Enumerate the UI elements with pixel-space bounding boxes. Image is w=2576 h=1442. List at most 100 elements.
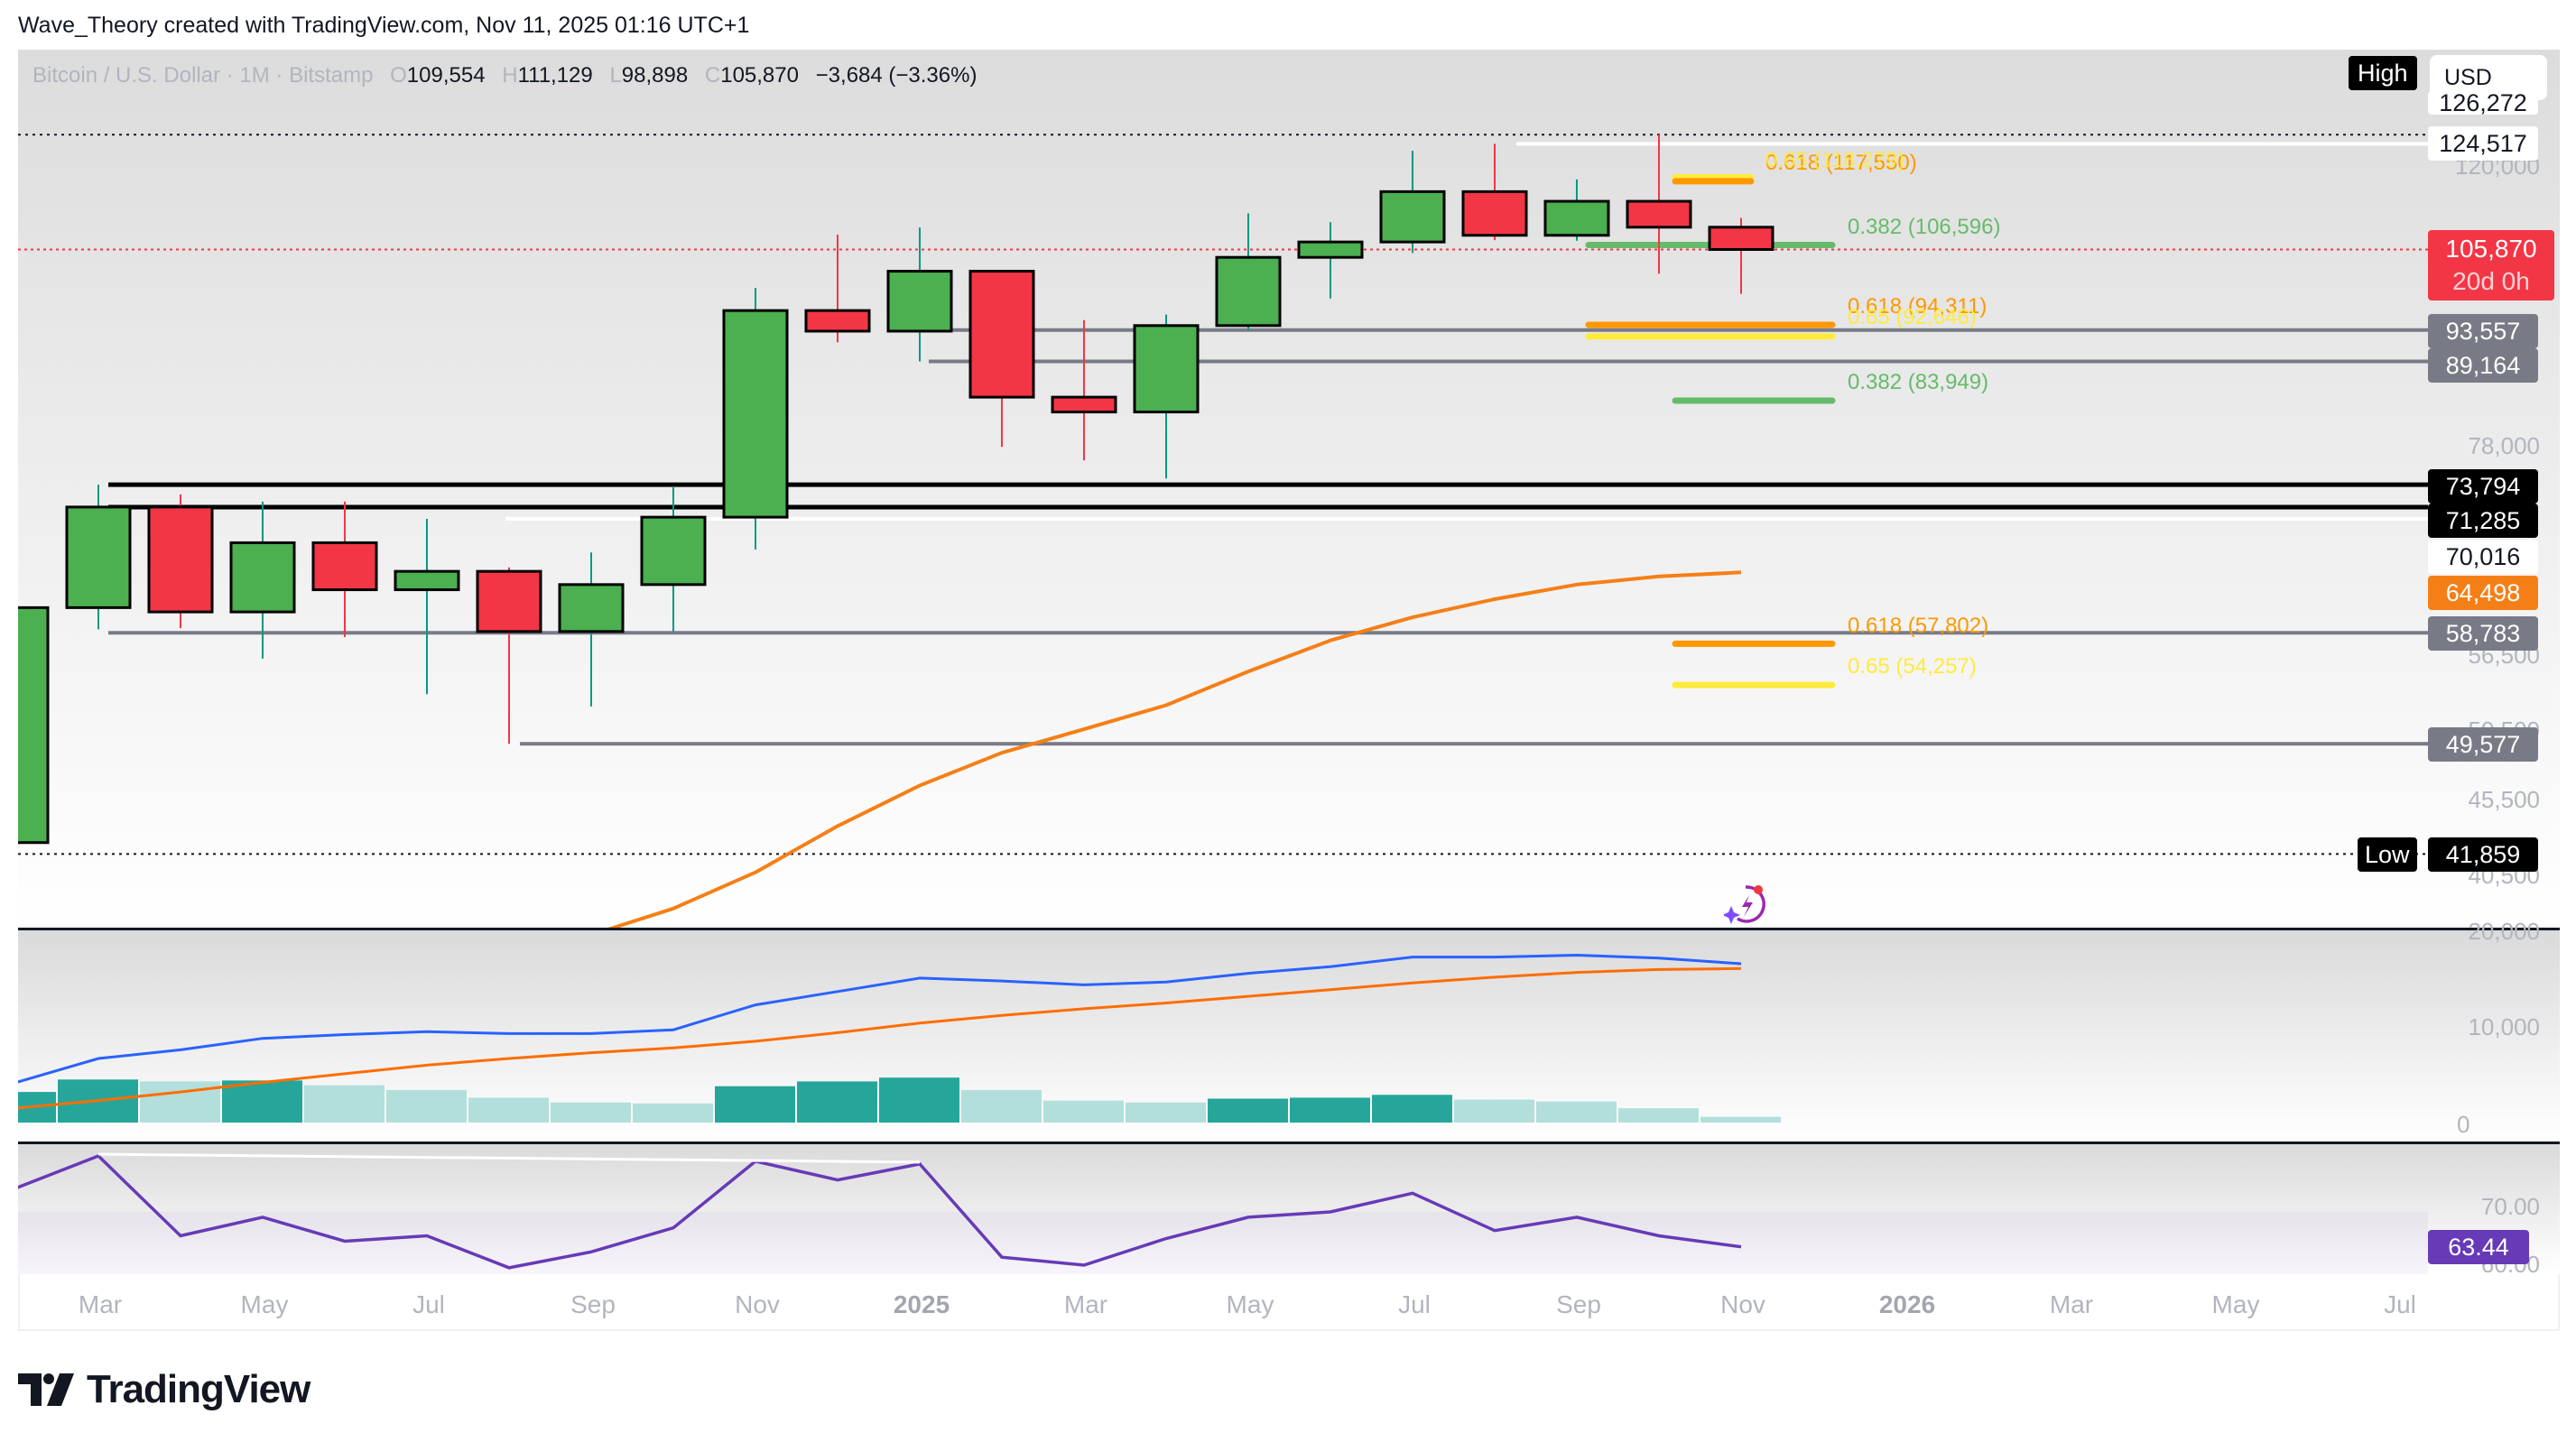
tick-0: 0 xyxy=(2457,1111,2470,1138)
ema-price-label: 64,498 xyxy=(2428,576,2538,610)
candle[interactable] xyxy=(65,485,132,630)
macd-histogram-bar xyxy=(222,1080,302,1123)
price-label-89164: 89,164 xyxy=(2428,348,2538,383)
fib-label-065-lower: 0.65 (54,257) xyxy=(1848,654,1977,679)
macd-histogram-bar xyxy=(633,1103,713,1123)
candle[interactable] xyxy=(968,270,1035,448)
high-marker-button[interactable]: High xyxy=(2349,56,2417,90)
macd-axis[interactable]: 20,000 10,000 0 xyxy=(2428,918,2560,1142)
candle[interactable] xyxy=(1133,314,1200,479)
macd-line[interactable] xyxy=(18,953,1742,1084)
macd-histogram-bar xyxy=(1618,1108,1699,1123)
main-price-pane[interactable]: Bitcoin / U.S. Dollar · 1M · Bitstamp O1… xyxy=(18,50,2428,928)
macd-histogram-bar xyxy=(961,1089,1042,1123)
lightning-spark-icon[interactable] xyxy=(1724,883,1767,926)
macd-histogram-bar xyxy=(1700,1116,1781,1123)
time-label-may: May xyxy=(2211,1290,2260,1318)
macd-histogram-bar xyxy=(1208,1098,1288,1123)
candle[interactable] xyxy=(1051,319,1117,461)
chart-caption: Wave_Theory created with TradingView.com… xyxy=(18,13,750,38)
macd-chart-canvas[interactable] xyxy=(18,928,2428,1142)
time-label-2026: 2026 xyxy=(1878,1290,1936,1318)
macd-histogram-bar xyxy=(1290,1097,1370,1123)
candle[interactable] xyxy=(1543,179,1610,241)
price-label-low: 41,859 xyxy=(2428,837,2538,872)
tick-20000: 20,000 xyxy=(2468,918,2540,945)
last-price-value: 105,870 xyxy=(2445,235,2537,263)
macd-histogram-bar xyxy=(304,1085,385,1123)
macd-histogram-bar xyxy=(551,1102,631,1123)
candle[interactable] xyxy=(1297,222,1364,299)
price-label-58783: 58,783 xyxy=(2428,616,2538,651)
high-label: H xyxy=(502,63,518,88)
low-marker-button[interactable]: Low xyxy=(2358,837,2417,872)
fib-label-0618-lower: 0.618 (57,802) xyxy=(1848,614,1989,638)
time-axis[interactable]: Mar May Jul Sep Nov 2025 Mar May Jul Sep Nov 2026 Ma… xyxy=(18,1274,2560,1331)
candle[interactable] xyxy=(1461,143,1528,241)
macd-histogram-bar xyxy=(715,1086,795,1123)
candle[interactable] xyxy=(1626,134,1692,274)
candle[interactable] xyxy=(804,235,871,343)
symbol-legend: Bitcoin / U.S. Dollar · 1M · Bitstamp O1… xyxy=(32,63,977,88)
candle[interactable] xyxy=(18,587,50,854)
macd-histogram-bar xyxy=(879,1077,959,1123)
time-label-mar: Mar xyxy=(78,1290,123,1318)
time-label-mar: Mar xyxy=(2049,1290,2094,1318)
candle[interactable] xyxy=(1708,217,1774,294)
bar-countdown: 20d 0h xyxy=(2452,267,2530,295)
open-label: O xyxy=(390,63,407,88)
close-value: 105,870 xyxy=(720,63,799,88)
rsi-pane[interactable] xyxy=(18,1142,2428,1274)
price-label-73794: 73,794 xyxy=(2428,469,2538,504)
macd-pane[interactable] xyxy=(18,928,2428,1142)
brand-name: TradingView xyxy=(87,1367,310,1411)
candle[interactable] xyxy=(394,519,460,695)
tick-70: 70.00 xyxy=(2480,1193,2540,1220)
low-label: L xyxy=(609,63,622,88)
macd-histogram-bar xyxy=(1043,1100,1124,1123)
macd-histogram-bar xyxy=(1454,1099,1534,1123)
time-label-2025: 2025 xyxy=(893,1290,950,1318)
tick-45500: 45,500 xyxy=(2468,786,2540,813)
ema-line[interactable] xyxy=(537,570,1742,928)
candle[interactable] xyxy=(229,501,296,659)
candle[interactable] xyxy=(1215,213,1282,331)
time-label-jul: Jul xyxy=(1398,1290,1431,1318)
close-label: C xyxy=(704,63,721,88)
fib-label-0382-mid: 0.382 (83,949) xyxy=(1848,370,1989,394)
macd-histogram-bar xyxy=(1372,1095,1452,1123)
rsi-chart-canvas[interactable] xyxy=(18,1142,2428,1274)
signal-line[interactable] xyxy=(18,966,1742,1110)
candle[interactable] xyxy=(640,485,707,632)
last-price-label: 105,870 20d 0h xyxy=(2428,230,2554,300)
candle[interactable] xyxy=(886,227,953,362)
tradingview-logo[interactable]: TradingView xyxy=(18,1367,310,1412)
price-chart-canvas[interactable] xyxy=(18,50,2428,928)
candle[interactable] xyxy=(558,552,625,707)
candle[interactable] xyxy=(311,501,378,637)
time-label-sep: Sep xyxy=(570,1290,616,1318)
macd-histogram-bar xyxy=(1536,1101,1617,1123)
macd-histogram-bar xyxy=(468,1097,549,1123)
candle[interactable] xyxy=(722,288,789,550)
macd-histogram-bar xyxy=(386,1089,467,1123)
fib-label-0618-mid: 0.618 (94,311) xyxy=(1848,294,1988,319)
time-label-jul: Jul xyxy=(412,1290,445,1318)
time-label-jul: Jul xyxy=(2384,1290,2416,1318)
change-value: −3,684 (−3.36%) xyxy=(815,63,978,88)
candle[interactable] xyxy=(1379,151,1446,254)
rsi-divergence-line[interactable] xyxy=(97,1152,921,1164)
tick-78000: 78,000 xyxy=(2468,432,2540,459)
symbol-name: Bitcoin / U.S. Dollar · 1M · Bitstamp xyxy=(32,63,374,88)
macd-histogram-bar xyxy=(1126,1102,1206,1123)
low-value: 98,898 xyxy=(621,63,689,88)
tradingview-logo-icon xyxy=(18,1373,74,1406)
rsi-line[interactable] xyxy=(18,1153,1742,1270)
candle[interactable] xyxy=(476,567,542,744)
fib-label-0618-upper: 0.618 (117,550) xyxy=(1765,151,1917,175)
price-label-93557: 93,557 xyxy=(2428,314,2538,348)
price-label-49577: 49,577 xyxy=(2428,727,2538,762)
price-label-ath: 124,517 xyxy=(2428,126,2538,161)
open-value: 109,554 xyxy=(406,63,486,88)
candle[interactable] xyxy=(147,494,214,629)
